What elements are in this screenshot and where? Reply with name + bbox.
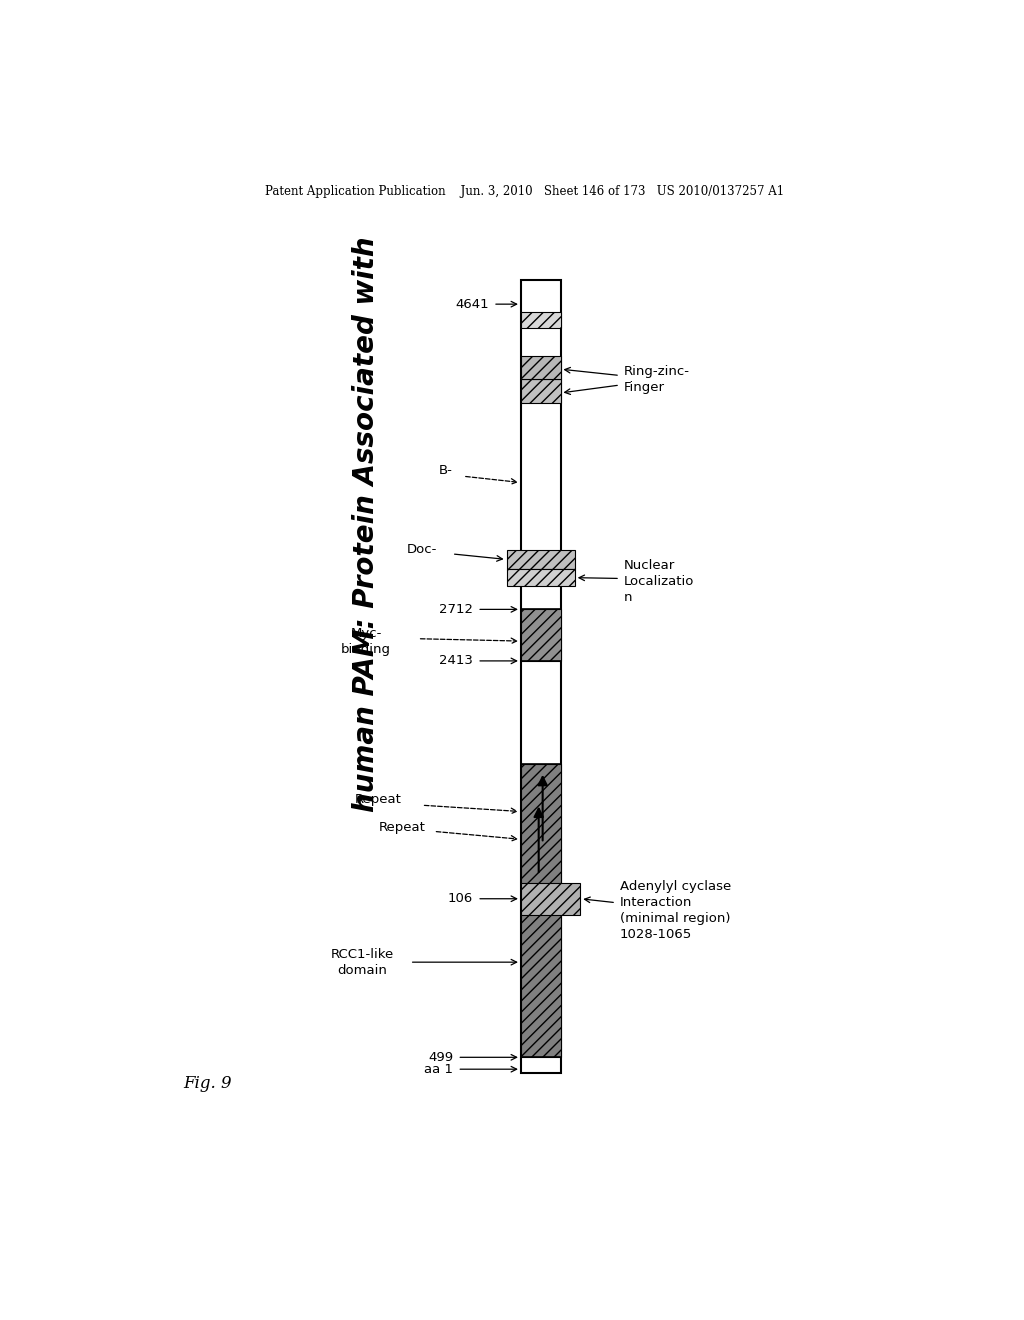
Text: aa 1: aa 1 <box>424 1063 454 1076</box>
Text: 499: 499 <box>428 1051 454 1064</box>
Text: 4641: 4641 <box>456 297 489 310</box>
Bar <box>507 569 574 586</box>
Text: Patent Application Publication    Jun. 3, 2010   Sheet 146 of 173   US 2010/0137: Patent Application Publication Jun. 3, 2… <box>265 185 784 198</box>
Bar <box>521 379 560 403</box>
Text: Fig. 9: Fig. 9 <box>183 1074 232 1092</box>
Text: Myc-
binding: Myc- binding <box>341 627 391 656</box>
Bar <box>521 312 560 327</box>
Text: Doc-: Doc- <box>407 544 437 557</box>
Text: human PAM: Protein Associated with: human PAM: Protein Associated with <box>352 236 380 812</box>
Text: 106: 106 <box>447 892 473 906</box>
Text: B-: B- <box>438 465 453 477</box>
Bar <box>521 764 560 1057</box>
Text: 2712: 2712 <box>439 603 473 616</box>
Text: Repeat: Repeat <box>354 793 401 807</box>
Text: Adenylyl cyclase
Interaction
(minimal region)
1028-1065: Adenylyl cyclase Interaction (minimal re… <box>620 880 731 941</box>
Text: Ring-zinc-
Finger: Ring-zinc- Finger <box>624 364 690 393</box>
Bar <box>521 610 560 661</box>
Text: RCC1-like
domain: RCC1-like domain <box>331 948 394 977</box>
Text: Nuclear
Localizatio
n: Nuclear Localizatio n <box>624 560 694 605</box>
Text: Repeat: Repeat <box>378 821 425 834</box>
Text: 2413: 2413 <box>439 655 473 668</box>
Bar <box>521 355 560 379</box>
Bar <box>521 280 560 1073</box>
Bar <box>521 883 581 915</box>
Bar <box>507 550 574 569</box>
